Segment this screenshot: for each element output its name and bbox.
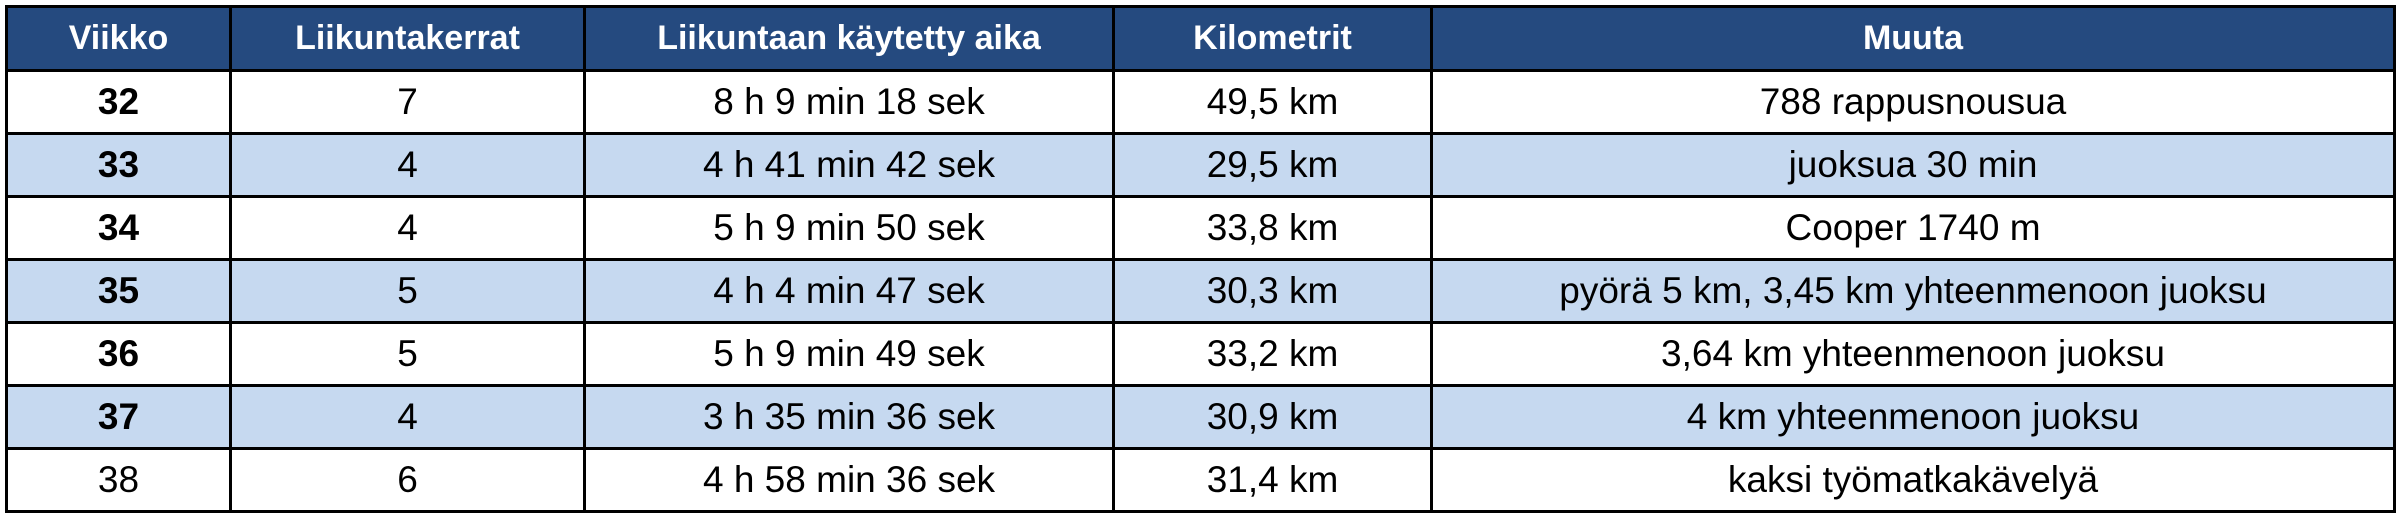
table-cell: 4	[229, 195, 586, 261]
table-cell: 4 km yhteenmenoon juoksu	[1430, 384, 2396, 450]
table-cell: 38	[5, 447, 232, 513]
table-row: 33 4 4 h 41 min 42 sek 29,5 km juoksua 30 mi…	[5, 132, 2396, 198]
header-cell: Kilometrit	[1112, 5, 1433, 72]
table-cell: 4 h 41 min 42 sek	[583, 132, 1115, 198]
table-cell: 6	[229, 447, 586, 513]
table-cell: Cooper 1740 m	[1430, 195, 2396, 261]
table-cell: 3,64 km yhteenmenoon juoksu	[1430, 321, 2396, 387]
table-cell: 4 h 58 min 36 sek	[583, 447, 1115, 513]
header-cell: Liikuntaan käytetty aika	[583, 5, 1115, 72]
table-cell: 33,2 km	[1112, 321, 1433, 387]
table-cell: 3 h 35 min 36 sek	[583, 384, 1115, 450]
table-cell: 8 h 9 min 18 sek	[583, 69, 1115, 135]
table-cell: 788 rappusnousua	[1430, 69, 2396, 135]
table-cell: 4 h 4 min 47 sek	[583, 258, 1115, 324]
table-row: 37 4 3 h 35 min 36 sek 30,9 km 4 km yhteenme…	[5, 384, 2396, 450]
table-cell: 49,5 km	[1112, 69, 1433, 135]
table-cell: 4	[229, 132, 586, 198]
table-cell: 32	[5, 69, 232, 135]
table-cell: pyörä 5 km, 3,45 km yhteenmenoon juoksu	[1430, 258, 2396, 324]
table-row: 35 5 4 h 4 min 47 sek 30,3 km pyörä 5 km, 3,…	[5, 258, 2396, 324]
table-body: 32 7 8 h 9 min 18 sek 49,5 km 788 rappusnous…	[5, 69, 2396, 513]
table-row: 36 5 5 h 9 min 49 sek 33,2 km 3,64 km yhteen…	[5, 321, 2396, 387]
table-cell: juoksua 30 min	[1430, 132, 2396, 198]
table-cell: 33	[5, 132, 232, 198]
table-row: 32 7 8 h 9 min 18 sek 49,5 km 788 rappusnous…	[5, 69, 2396, 135]
table-cell: 4	[229, 384, 586, 450]
table-cell: 34	[5, 195, 232, 261]
table-cell: 5	[229, 258, 586, 324]
table-cell: 5 h 9 min 50 sek	[583, 195, 1115, 261]
table-cell: 5 h 9 min 49 sek	[583, 321, 1115, 387]
table-header: Viikko Liikuntakerrat Liikuntaan käytetty …	[5, 5, 2396, 72]
table-cell: 35	[5, 258, 232, 324]
table-cell: 30,3 km	[1112, 258, 1433, 324]
header-row: Viikko Liikuntakerrat Liikuntaan käytetty …	[5, 5, 2396, 72]
table-cell: 30,9 km	[1112, 384, 1433, 450]
table-cell: 37	[5, 384, 232, 450]
table-cell: 31,4 km	[1112, 447, 1433, 513]
header-cell: Liikuntakerrat	[229, 5, 586, 72]
table-row: 38 6 4 h 58 min 36 sek 31,4 km kaksi työmatk…	[5, 447, 2396, 513]
weekly-table: Viikko Liikuntakerrat Liikuntaan käytetty …	[5, 5, 2396, 513]
table-cell: 5	[229, 321, 586, 387]
table-cell: 29,5 km	[1112, 132, 1433, 198]
table-cell: 7	[229, 69, 586, 135]
table-row: 34 4 5 h 9 min 50 sek 33,8 km Cooper 1740 m	[5, 195, 2396, 261]
table-cell: 36	[5, 321, 232, 387]
table-cell: kaksi työmatkakävelyä	[1430, 447, 2396, 513]
table-cell: 33,8 km	[1112, 195, 1433, 261]
header-cell: Muuta	[1430, 5, 2396, 72]
header-cell: Viikko	[5, 5, 232, 72]
